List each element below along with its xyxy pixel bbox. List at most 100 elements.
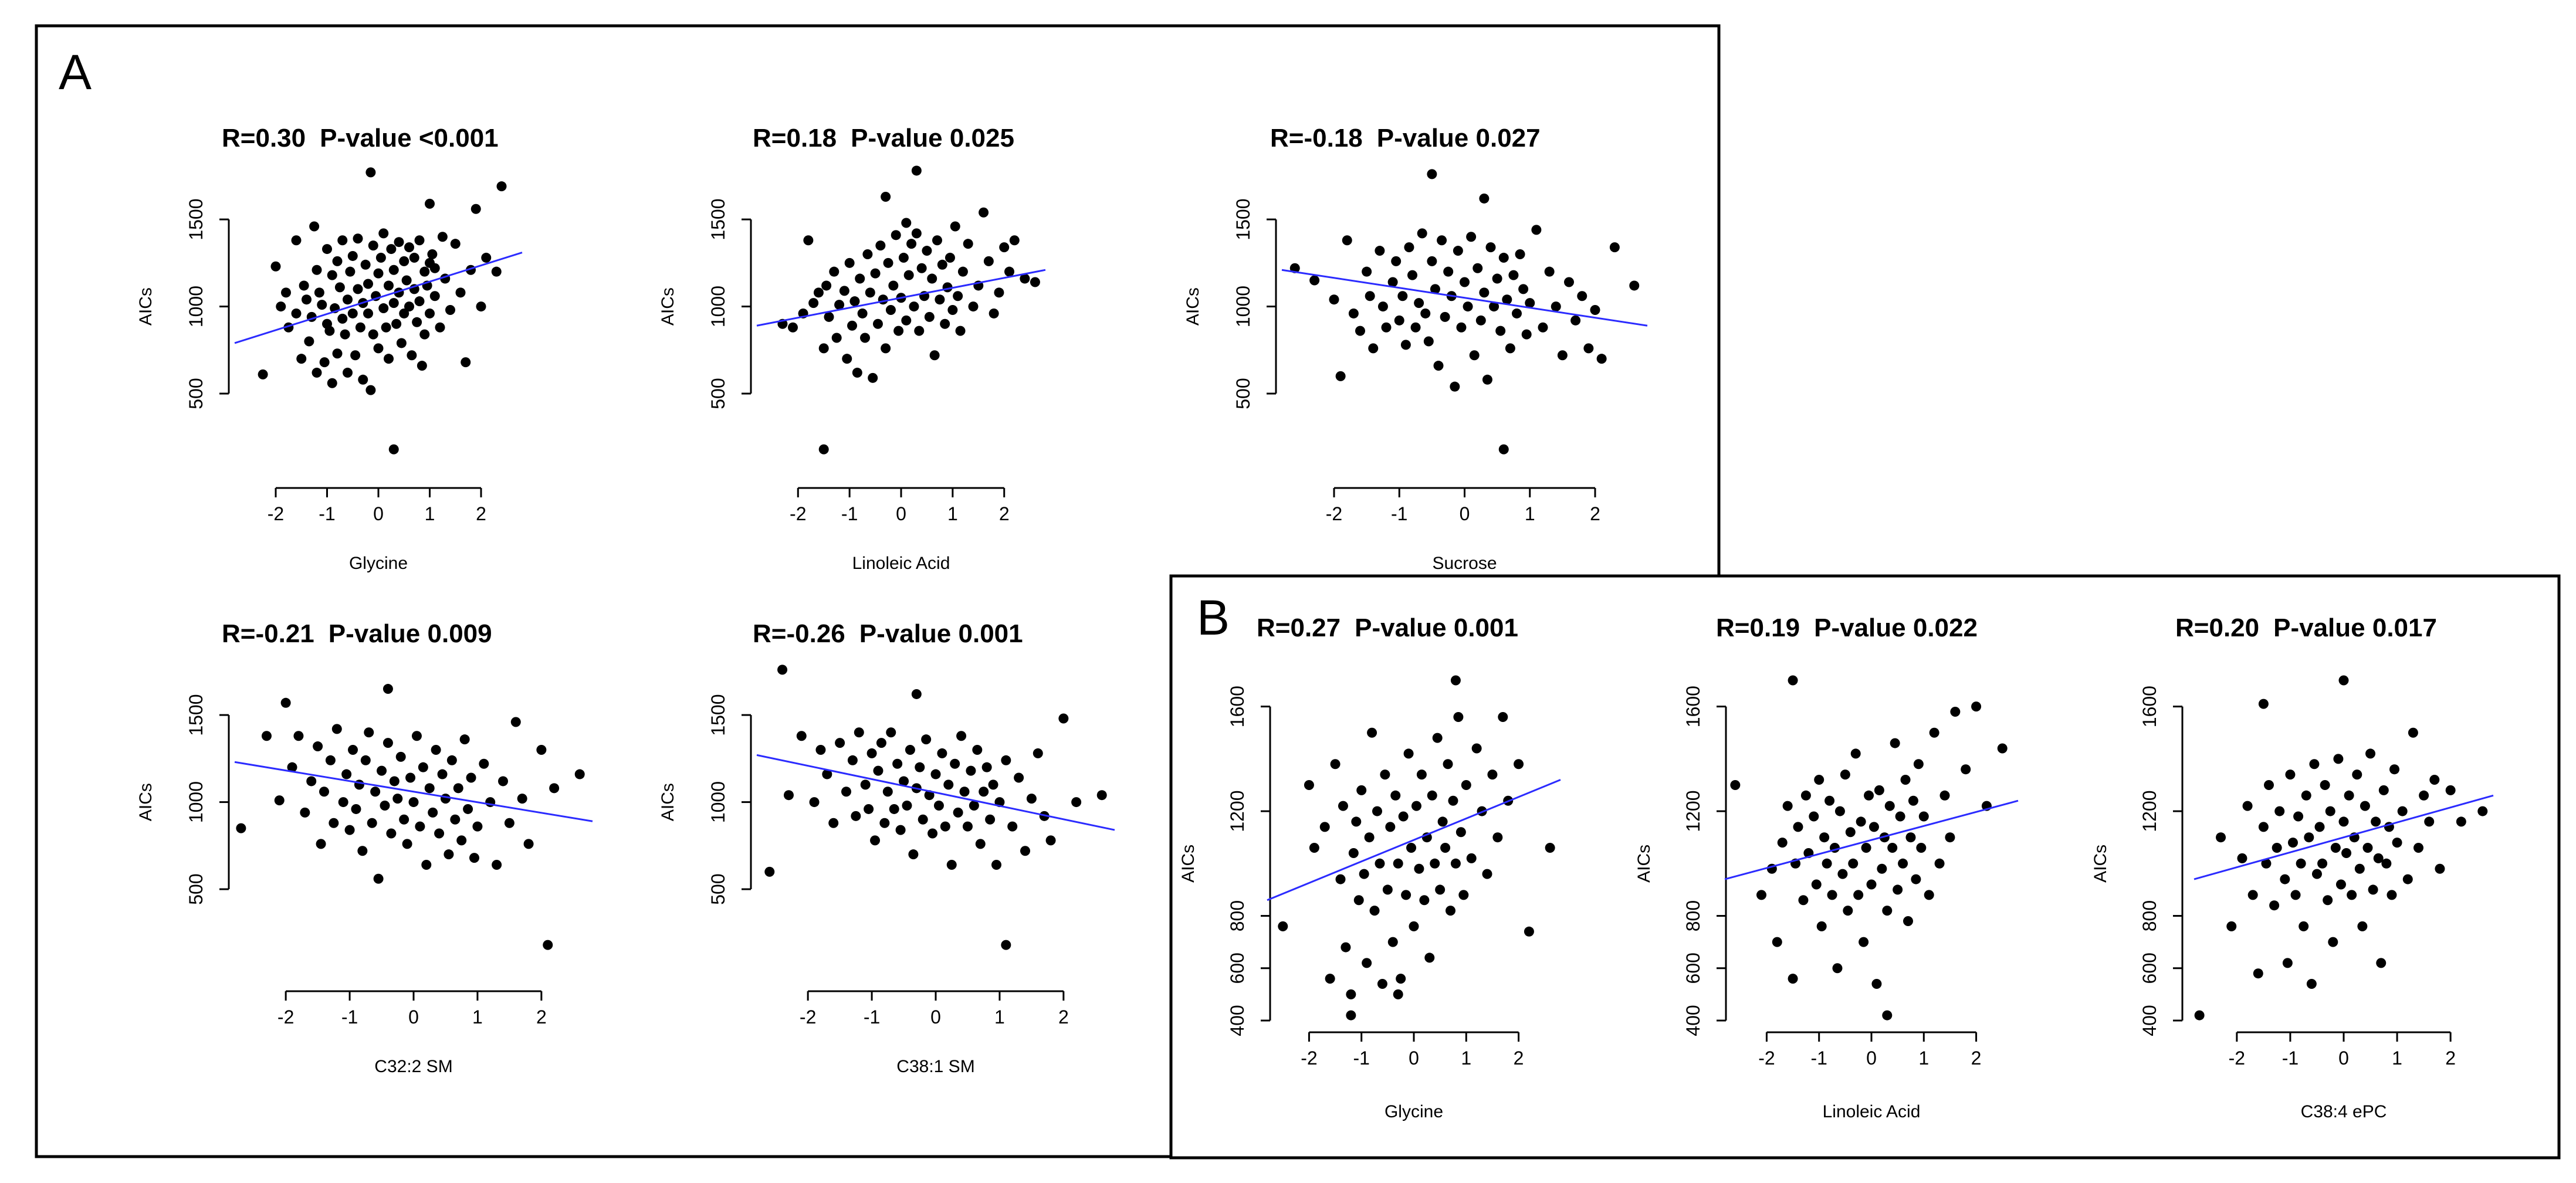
data-point <box>1772 937 1782 947</box>
data-point <box>1505 343 1515 354</box>
data-point <box>901 315 912 326</box>
data-point <box>2253 968 2263 979</box>
regression-line <box>2194 794 2494 880</box>
data-point <box>2247 890 2258 900</box>
y-tick-label: 800 <box>1227 900 1248 931</box>
x-tick-label: 0 <box>373 503 384 524</box>
data-point <box>828 818 839 828</box>
data-point <box>1782 801 1793 811</box>
data-point <box>921 734 932 745</box>
data-point <box>911 689 922 699</box>
data-point <box>274 795 285 806</box>
data-point <box>2341 848 2352 858</box>
data-point <box>943 779 954 790</box>
x-axis-label: C38:1 SM <box>896 1057 974 1076</box>
y-tick-label: 1000 <box>708 781 729 823</box>
data-point <box>1908 795 1918 806</box>
p-value: P-value 0.009 <box>329 619 492 648</box>
x-tick-label: 2 <box>999 503 1010 524</box>
data-point <box>841 787 851 797</box>
data-point <box>914 326 925 336</box>
data-point <box>979 207 989 218</box>
data-point <box>380 801 390 811</box>
x-tick-label: 1 <box>1918 1048 1929 1069</box>
data-point <box>574 769 585 779</box>
data-point <box>1859 937 1869 947</box>
data-point <box>2381 858 2392 869</box>
data-point <box>865 287 875 298</box>
data-point <box>2352 770 2362 780</box>
data-point <box>927 273 937 284</box>
data-point <box>2258 699 2269 709</box>
x-tick-label: 1 <box>1525 503 1535 524</box>
r-value: R=0.27 <box>1257 613 1341 642</box>
data-point <box>2293 811 2304 822</box>
data-point <box>1410 322 1421 333</box>
data-point <box>909 301 919 312</box>
data-point <box>1570 315 1581 326</box>
regression-line <box>756 269 1046 327</box>
x-tick-label: -2 <box>268 503 284 524</box>
data-point <box>872 318 883 329</box>
data-point <box>1424 952 1435 963</box>
data-point <box>375 252 386 263</box>
data-point <box>953 291 963 301</box>
data-point <box>2301 790 2311 801</box>
data-point <box>1346 989 1356 999</box>
data-point <box>1866 879 1877 890</box>
data-point <box>2264 779 2274 790</box>
data-point <box>928 828 938 839</box>
data-point <box>2389 764 2400 775</box>
x-tick-label: -1 <box>341 1006 358 1028</box>
data-point <box>2311 869 2322 879</box>
x-tick-label: -2 <box>1326 503 1342 524</box>
data-point <box>345 266 356 277</box>
data-point <box>261 731 272 741</box>
data-point <box>924 790 935 801</box>
data-point <box>421 859 432 870</box>
data-point <box>2362 843 2373 853</box>
x-tick-label: -1 <box>1391 503 1407 524</box>
y-axis-label: AICs <box>658 783 678 821</box>
data-point <box>2376 958 2387 968</box>
data-point <box>839 286 849 296</box>
data-point <box>373 343 384 354</box>
data-point <box>1822 858 1832 869</box>
data-point <box>983 256 994 266</box>
data-point <box>399 814 409 825</box>
data-point <box>2387 890 2397 900</box>
data-point <box>417 361 427 371</box>
data-point <box>1045 835 1056 846</box>
r-value: R=0.18 <box>753 124 837 152</box>
data-point <box>394 237 404 248</box>
data-point <box>419 329 430 340</box>
data-point <box>424 783 435 794</box>
y-tick-label: 600 <box>1683 952 1704 984</box>
data-point <box>1455 827 1466 838</box>
data-point <box>428 807 438 818</box>
data-point <box>425 308 435 318</box>
data-point <box>873 765 884 776</box>
data-point <box>299 280 309 291</box>
data-point <box>382 738 393 748</box>
data-point <box>1827 890 1837 900</box>
y-tick-label: 400 <box>1227 1005 1248 1036</box>
y-axis-label: AICs <box>1634 845 1654 883</box>
data-point <box>905 744 915 755</box>
data-point <box>304 336 314 347</box>
data-point <box>1508 270 1519 280</box>
y-tick-label: 1200 <box>1227 790 1248 832</box>
data-point <box>906 239 917 249</box>
data-point <box>391 318 402 329</box>
data-point <box>2282 958 2293 968</box>
data-point <box>1834 806 1845 816</box>
data-point <box>1997 743 2008 754</box>
x-axis-label: C38:4 ePC <box>2301 1102 2387 1121</box>
data-point <box>365 167 376 178</box>
y-tick-label: 1200 <box>1683 790 1704 832</box>
data-point <box>899 776 909 787</box>
data-point <box>351 804 361 814</box>
r-value: R=-0.18 <box>1270 124 1363 152</box>
data-point <box>834 300 845 310</box>
data-point <box>1096 790 1107 801</box>
